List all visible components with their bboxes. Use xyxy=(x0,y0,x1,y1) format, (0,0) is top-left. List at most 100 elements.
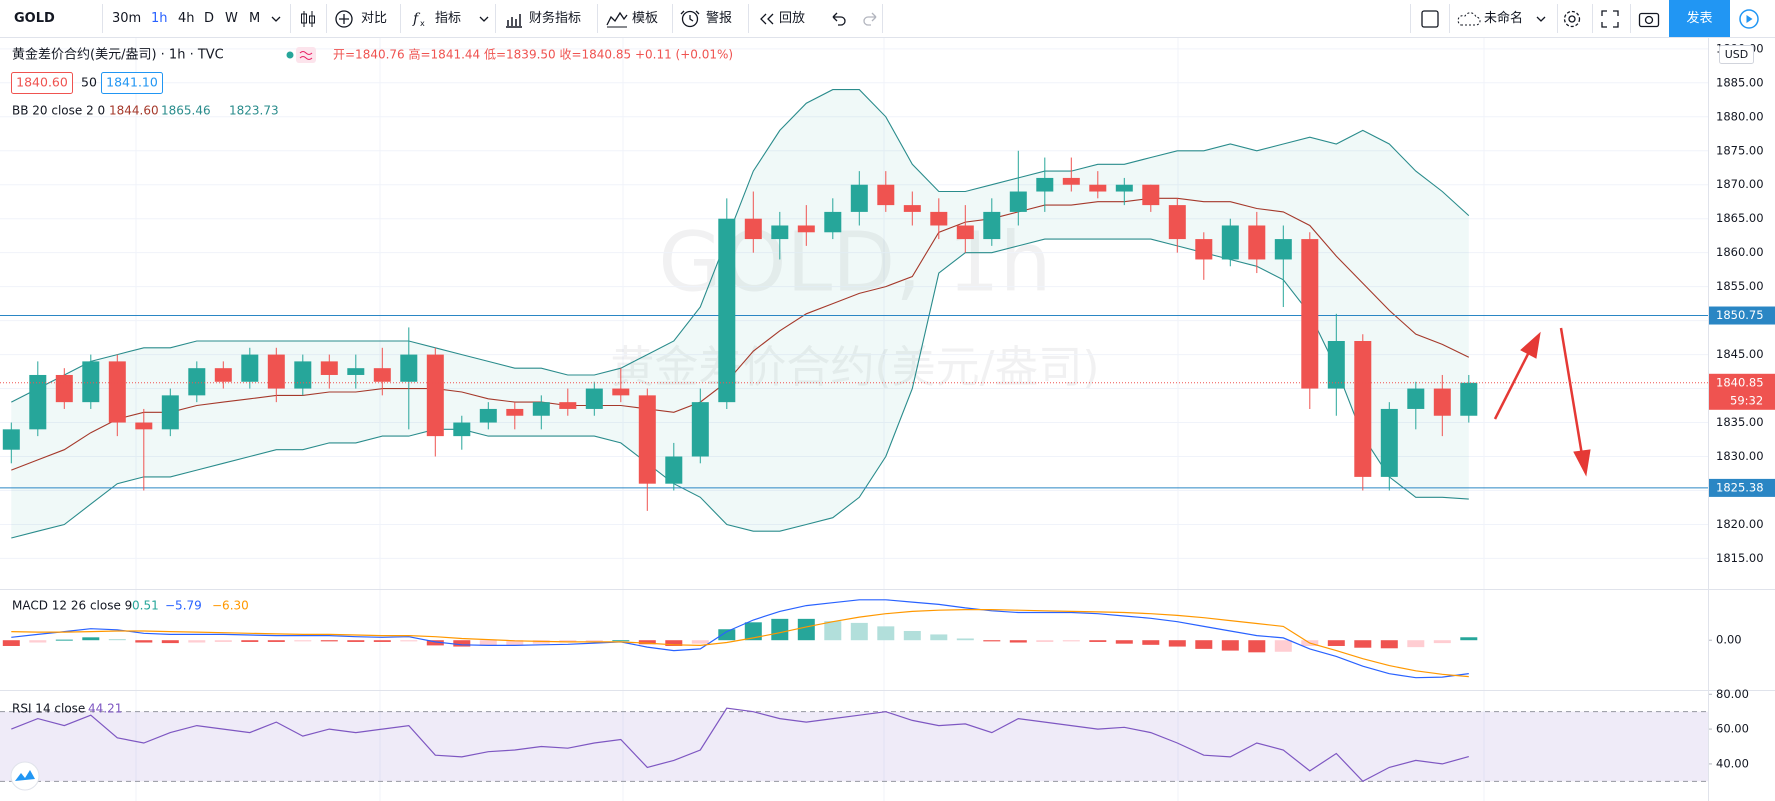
financials-button[interactable]: 财务指标 xyxy=(529,11,582,26)
interval[interactable]: M xyxy=(249,11,261,26)
indicator-button[interactable]: 指标 xyxy=(435,11,462,26)
interval[interactable]: 1h xyxy=(151,11,168,26)
candle-body xyxy=(1062,177,1080,185)
publish-button[interactable]: 发表 xyxy=(1669,0,1730,37)
compare-button[interactable]: 对比 xyxy=(361,11,388,26)
financials-icon[interactable] xyxy=(504,9,524,29)
alert-button[interactable]: 警报 xyxy=(706,11,733,26)
candle-body xyxy=(267,354,285,389)
histogram-bar xyxy=(1142,640,1160,645)
histogram-bar xyxy=(108,639,126,641)
y-tick-label: 1860.00 xyxy=(1716,245,1764,259)
symbol[interactable]: GOLD xyxy=(14,11,55,26)
candle-body xyxy=(824,211,842,233)
spread: 50 xyxy=(81,75,97,90)
snapshot-icon[interactable] xyxy=(1638,9,1660,29)
legend-ohlc: 开=1840.76 高=1841.44 低=1839.50 收=1840.85 … xyxy=(333,47,733,62)
template-button[interactable]: 模板 xyxy=(632,11,659,26)
interval[interactable]: D xyxy=(204,11,215,26)
candle-body xyxy=(1089,184,1107,192)
histogram-bar xyxy=(877,626,895,641)
candle-body xyxy=(479,408,497,423)
histogram-bar xyxy=(744,622,762,641)
histogram-bar xyxy=(1168,640,1186,647)
histogram-bar xyxy=(426,640,444,646)
rsi-line xyxy=(11,707,1469,783)
histogram-bar xyxy=(1274,640,1292,652)
replay-icon[interactable] xyxy=(757,9,777,29)
template-icon[interactable] xyxy=(606,9,628,29)
interval[interactable]: 30m xyxy=(112,11,142,26)
histogram-bar xyxy=(612,640,630,642)
settings-icon[interactable] xyxy=(1562,9,1582,29)
histogram-bar xyxy=(983,640,1001,642)
price-tag-label: 1825.38 xyxy=(1716,480,1764,494)
macd-value: −6.30 xyxy=(212,599,249,613)
svg-text:x: x xyxy=(420,19,425,28)
undo-icon[interactable] xyxy=(828,9,848,29)
candle-body xyxy=(1115,184,1133,192)
svg-text:f: f xyxy=(412,11,421,27)
y-tick-label: 1885.00 xyxy=(1716,75,1764,89)
candle-body xyxy=(850,184,868,212)
dropdown-icon[interactable] xyxy=(478,9,490,29)
histogram-bar xyxy=(850,622,868,641)
redo-icon[interactable] xyxy=(861,9,881,29)
fullscreen-icon[interactable] xyxy=(1600,9,1620,29)
histogram-bar xyxy=(1036,640,1054,642)
legend-title: 黄金差价合约(美元/盎司) · 1h · TVC xyxy=(12,47,224,63)
cloud-icon[interactable] xyxy=(1456,9,1482,29)
candle-type-icon[interactable] xyxy=(298,9,318,29)
y-tick-label: 40.00 xyxy=(1716,756,1749,770)
price-tag xyxy=(1709,306,1775,325)
histogram-bar xyxy=(718,629,736,641)
ask: 1841.10 xyxy=(106,75,158,90)
candle-body xyxy=(983,211,1001,240)
separator xyxy=(400,4,401,33)
dropdown-icon[interactable] xyxy=(270,9,282,29)
candle-body xyxy=(691,402,709,457)
layout-name[interactable]: 未命名 xyxy=(1484,11,1524,26)
interval[interactable]: W xyxy=(225,11,238,26)
logo-mark[interactable] xyxy=(15,770,35,781)
arrow-up-shaft xyxy=(1493,349,1532,420)
arrow-down-shaft xyxy=(1559,327,1584,456)
y-tick-label: 1845.00 xyxy=(1716,347,1764,361)
logo-circle[interactable] xyxy=(10,761,40,791)
separator xyxy=(672,4,673,33)
histogram-bar xyxy=(1433,640,1451,644)
annotation-arrows xyxy=(1493,327,1591,477)
separator xyxy=(597,4,598,33)
logo[interactable] xyxy=(10,761,40,791)
interval[interactable]: 4h xyxy=(178,11,195,26)
candle-body xyxy=(638,395,656,484)
ask-box xyxy=(101,72,163,94)
alert-icon[interactable] xyxy=(679,9,701,29)
status-icon xyxy=(299,51,313,60)
y-tick-label: 1880.00 xyxy=(1716,109,1764,123)
select-icon[interactable] xyxy=(1420,9,1440,29)
histogram-bar xyxy=(241,640,259,642)
bb-value: 1844.60 xyxy=(109,104,159,118)
compare-icon[interactable] xyxy=(334,9,354,29)
histogram-bar xyxy=(585,640,603,642)
histogram-bar xyxy=(400,640,418,642)
dropdown-icon[interactable] xyxy=(1535,9,1547,29)
histogram-bar xyxy=(479,640,497,646)
replay-button[interactable]: 回放 xyxy=(779,11,806,26)
histogram-bar xyxy=(82,637,100,641)
play-icon[interactable] xyxy=(1738,9,1760,31)
rsi-legend: RSI 14 close xyxy=(12,702,85,716)
candle-body xyxy=(1168,205,1186,240)
y-tick-label: 1875.00 xyxy=(1716,143,1764,157)
histogram-bar xyxy=(29,640,47,643)
band-upper xyxy=(11,89,1470,403)
histogram-bar xyxy=(347,640,365,642)
y-tick-label: 0.00 xyxy=(1716,633,1742,647)
histogram-bar xyxy=(453,640,471,647)
candle-body xyxy=(2,429,20,450)
candle-body xyxy=(1195,239,1213,260)
separator xyxy=(1449,4,1450,33)
